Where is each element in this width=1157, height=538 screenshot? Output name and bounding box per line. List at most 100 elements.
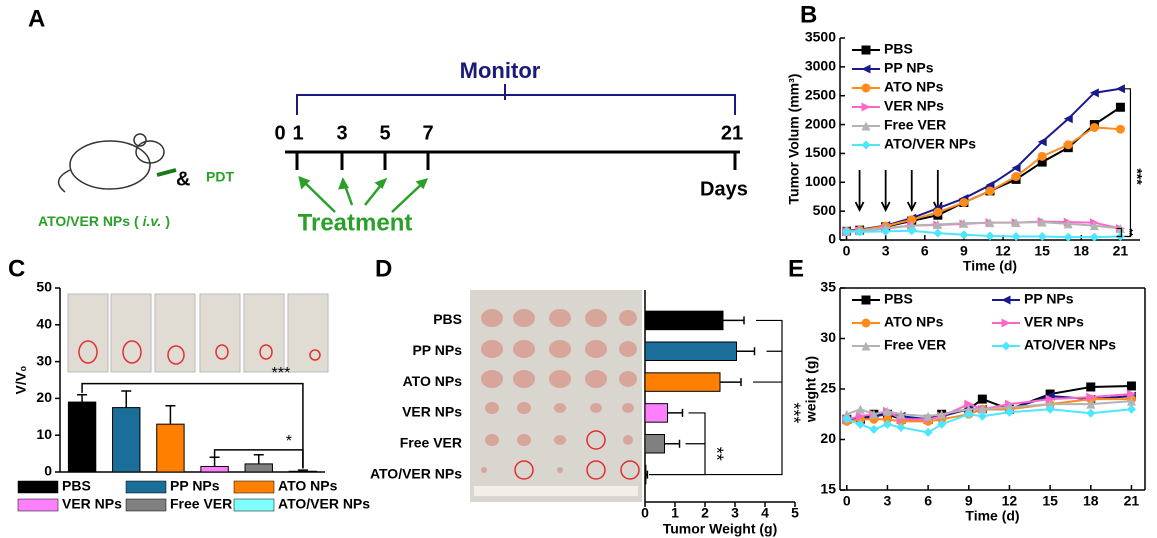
data-point: [937, 419, 947, 429]
monitor-bracket: [296, 84, 736, 115]
legend-label: PBS: [62, 478, 91, 494]
data-point: [959, 197, 969, 207]
timeline-labels: 0 1 3 5 7 21: [274, 122, 743, 144]
days-label: Days: [700, 178, 748, 200]
treatment-arrow: [880, 170, 891, 213]
data-point: [1037, 232, 1047, 242]
timeline-label: 21: [721, 122, 743, 144]
data-point: [855, 419, 865, 429]
legend-label: PP NPs: [1024, 291, 1074, 307]
data-point: [1086, 399, 1096, 409]
data-point: [1063, 140, 1073, 150]
x-tick-label: 9: [965, 493, 973, 509]
legend-label: VER NPs: [1024, 314, 1084, 330]
timeline: [285, 150, 740, 170]
data-point: [855, 404, 865, 414]
x-tick-label: 2: [701, 505, 709, 521]
y-axis-label: Tumor Volum (mm³): [786, 74, 802, 205]
y-tick-label: 15: [820, 481, 836, 497]
data-point: [881, 226, 891, 236]
bar: [644, 403, 668, 423]
data-point: [1086, 408, 1096, 418]
data-point: [1115, 124, 1125, 134]
x-tick-label: 6: [921, 243, 929, 259]
error-bar: [645, 470, 649, 479]
significance-label: ***: [783, 402, 803, 423]
bar: [288, 470, 318, 473]
bar: [644, 310, 724, 331]
category-label: PP NPs: [412, 342, 462, 358]
x-axis-label: Time (d): [963, 258, 1017, 274]
x-tick-label: 0: [843, 493, 851, 509]
data-point: [977, 411, 987, 421]
data-point: [896, 409, 906, 419]
legend-marker: [861, 318, 871, 328]
y-tick-label: 3500: [805, 29, 836, 45]
legend-label: ATO NPs: [884, 79, 944, 95]
error-bar: [165, 405, 176, 425]
legend-marker: [861, 102, 871, 112]
y-tick-label: 35: [820, 279, 836, 295]
legend-label: PP NPs: [884, 60, 934, 76]
pdt: PDT: [206, 169, 234, 185]
schematic: A & PDT ATO/VER NPs (i.v.) Monitor 0 1 3: [28, 5, 748, 236]
treatment-arrows: [298, 176, 429, 213]
photo-strip: [67, 293, 330, 373]
bar: [644, 372, 721, 392]
data-point: [1045, 394, 1055, 404]
x-tick-label: 3: [731, 505, 739, 521]
x-tick-label: 5: [791, 505, 799, 521]
data-point: [964, 399, 974, 409]
significance-label: **: [706, 447, 726, 461]
legend-marker: [861, 83, 871, 93]
data-point: [1126, 396, 1136, 406]
data-point: [1011, 232, 1021, 242]
amp: &: [176, 168, 190, 190]
legend-label: VER NPs: [62, 496, 122, 512]
y-tick-label: 30: [36, 352, 52, 368]
data-point: [923, 411, 933, 421]
data-point: [1037, 151, 1047, 161]
data-point: [855, 227, 865, 237]
timeline-label: 3: [336, 122, 347, 144]
error-bar: [736, 347, 756, 356]
category-label: Free VER: [400, 434, 462, 450]
x-tick-label: 4: [761, 505, 769, 521]
x-tick-label: 18: [1074, 243, 1090, 259]
error-bar: [77, 393, 88, 403]
data-point: [1063, 219, 1073, 229]
legend-swatch: [17, 480, 59, 494]
treatment-arrow: [854, 170, 865, 213]
x-axis-label: Tumor Weight (g): [663, 521, 778, 537]
legend-label: ATO NPs: [884, 314, 944, 330]
legend-label: PBS: [884, 41, 913, 57]
legend-label: ATO/VER NPs: [1024, 337, 1116, 353]
data-point: [1086, 392, 1096, 402]
x-tick-label: 12: [1002, 493, 1018, 509]
legend-label: ATO/VER NPs: [278, 496, 370, 512]
data-point: [933, 228, 943, 238]
y-tick-label: 3000: [805, 58, 836, 74]
legend-label: PP NPs: [170, 478, 220, 494]
bar: [112, 407, 141, 473]
legend-label: ATO/VER NPs: [884, 136, 976, 152]
bar: [644, 434, 665, 454]
significance-bracket: [649, 412, 706, 476]
legend-label: Free VER: [884, 337, 946, 353]
y-tick-label: 25: [820, 380, 836, 396]
x-tick-label: 9: [960, 243, 968, 259]
category-label: ATO NPs: [403, 373, 463, 389]
bar: [200, 465, 229, 473]
legend-swatch: [233, 498, 275, 512]
x-tick-label: 12: [995, 243, 1011, 259]
data-point: [842, 226, 852, 236]
panel-letter: A: [28, 5, 45, 32]
error-bar: [253, 453, 264, 464]
data-point: [937, 409, 947, 419]
error-bar: [121, 390, 132, 408]
x-tick-label: 3: [882, 243, 890, 259]
data-point: [1011, 218, 1021, 228]
x-axis-label: Time (d): [965, 508, 1019, 524]
significance-label: ***: [1130, 168, 1146, 185]
data-point: [842, 414, 852, 424]
